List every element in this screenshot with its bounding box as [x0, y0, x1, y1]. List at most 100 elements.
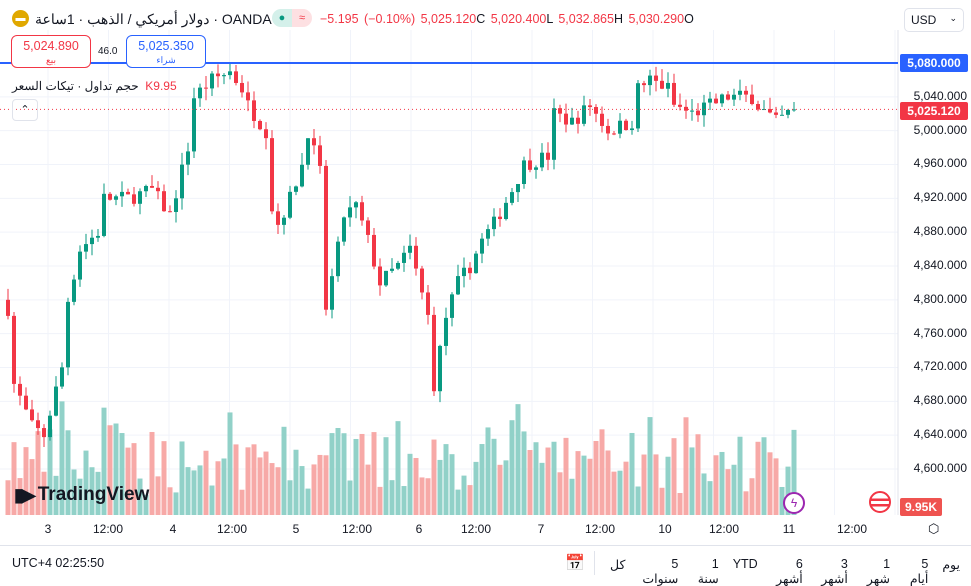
candle-body: [192, 98, 196, 152]
lightning-event-icon[interactable]: ϟ: [783, 492, 805, 514]
volume-bar: [143, 494, 149, 515]
volume-bar: [293, 449, 299, 515]
volume-bar: [185, 467, 191, 515]
market-status[interactable]: ● ≈: [272, 9, 312, 27]
volume-bar: [503, 460, 509, 515]
volume-bar: [413, 457, 419, 515]
chart-header: ▬ دولار أمريكي / الذهب · 1ساعة · OANDA ●…: [0, 0, 971, 36]
sell-button[interactable]: 5,024.890 بيع: [11, 35, 91, 68]
price-tick: 4,880.000: [913, 224, 967, 239]
volume-bar: [161, 441, 167, 515]
sell-price: 5,024.890: [23, 39, 79, 53]
go-to-date-icon[interactable]: 📅: [565, 555, 585, 572]
candle-body: [360, 202, 364, 221]
last-price-tag: 5,025.120: [900, 102, 968, 120]
volume-bar: [641, 454, 647, 515]
candle-body: [342, 217, 346, 242]
candle-body: [474, 253, 478, 274]
us-flag-event-icon[interactable]: [869, 491, 891, 513]
candle-body: [522, 160, 526, 185]
volume-bar: [299, 466, 305, 515]
volume-bar: [671, 438, 677, 515]
volume-bar: [353, 438, 359, 515]
range-button[interactable]: 5 سنوات: [642, 557, 679, 586]
volume-bar: [317, 454, 323, 515]
volume-bar: [119, 433, 125, 515]
clock[interactable]: UTC+4 02:25:50: [12, 556, 105, 570]
candle-body: [378, 266, 382, 286]
volume-bar: [611, 471, 617, 515]
range-button[interactable]: YTD: [732, 557, 758, 571]
candle-body: [774, 112, 778, 115]
candle-body: [12, 315, 16, 384]
alert-price-tag[interactable]: 5,080.000: [900, 54, 968, 72]
time-tick: 12:00: [341, 522, 373, 536]
candle-body: [390, 268, 394, 271]
close-value: 5,025.120: [420, 12, 477, 26]
candle-body: [18, 383, 22, 396]
candle-body: [270, 138, 274, 212]
volume-bar: [239, 489, 245, 515]
candle-body: [528, 160, 532, 170]
candle-body: [306, 138, 310, 165]
candle-body: [570, 117, 574, 125]
candle-body: [246, 92, 250, 101]
candle-body: [144, 185, 148, 192]
candle-body: [366, 220, 370, 235]
volume-bar: [593, 440, 599, 515]
volume-bar: [563, 437, 569, 515]
spread: 46.0: [98, 46, 118, 57]
candle-body: [540, 152, 544, 168]
candle-body: [36, 420, 40, 429]
range-button[interactable]: 1 سنة: [697, 557, 719, 586]
volume-bar: [89, 467, 95, 515]
price-chart[interactable]: [0, 30, 971, 545]
candle-body: [744, 90, 748, 95]
price-tick: 4,920.000: [913, 190, 967, 205]
candle-body: [174, 198, 178, 212]
volume-legend[interactable]: حجم تداول · تيكات السعر K9.95: [12, 79, 177, 93]
candle-body: [126, 191, 130, 195]
candle-body: [696, 110, 700, 116]
low-value: 5,020.400: [490, 12, 547, 26]
candle-body: [780, 114, 784, 116]
candle-body: [564, 113, 568, 125]
volume-bar: [281, 426, 287, 515]
candle-body: [114, 196, 118, 200]
volume-bar: [287, 480, 293, 515]
volume-bar: [401, 486, 407, 515]
range-button[interactable]: يوم: [942, 558, 960, 572]
range-button[interactable]: 1 شهر: [866, 557, 891, 586]
volume-bar: [71, 469, 77, 515]
candle-body: [372, 234, 376, 267]
range-button[interactable]: 5 أيام: [909, 557, 929, 586]
price-tick: 4,720.000: [913, 359, 967, 374]
candle-body: [72, 279, 76, 302]
volume-bar: [665, 456, 671, 515]
time-tick: 4: [169, 522, 177, 536]
currency-select[interactable]: USD ⌄: [904, 8, 964, 32]
tradingview-logo[interactable]: ▮▶ TradingView: [14, 484, 149, 506]
range-button[interactable]: كل: [610, 558, 626, 572]
open-tag: O: [684, 12, 694, 26]
volume-bar: [677, 493, 683, 515]
range-button[interactable]: 6 أشهر: [776, 557, 803, 586]
collapse-legend-button[interactable]: ⌃: [12, 99, 38, 121]
candle-body: [726, 94, 730, 100]
candle-body: [486, 229, 490, 239]
candle-body: [708, 98, 712, 103]
range-button[interactable]: 3 أشهر: [821, 557, 848, 586]
symbol-title[interactable]: دولار أمريكي / الذهب · 1ساعة · OANDA: [35, 11, 272, 27]
candle-body: [198, 87, 202, 99]
settings-hexagon-icon[interactable]: ⬡: [928, 521, 940, 536]
volume-bar: [779, 486, 785, 515]
volume-bar: [587, 458, 593, 515]
time-tick: 12:00: [584, 522, 616, 536]
volume-bar: [467, 485, 473, 515]
volume-bar: [701, 473, 707, 515]
volume-bar: [233, 444, 239, 515]
buy-button[interactable]: 5,025.350 شراء: [126, 35, 206, 68]
candle-body: [162, 191, 166, 212]
candle-body: [558, 108, 562, 114]
candle-body: [630, 128, 634, 131]
